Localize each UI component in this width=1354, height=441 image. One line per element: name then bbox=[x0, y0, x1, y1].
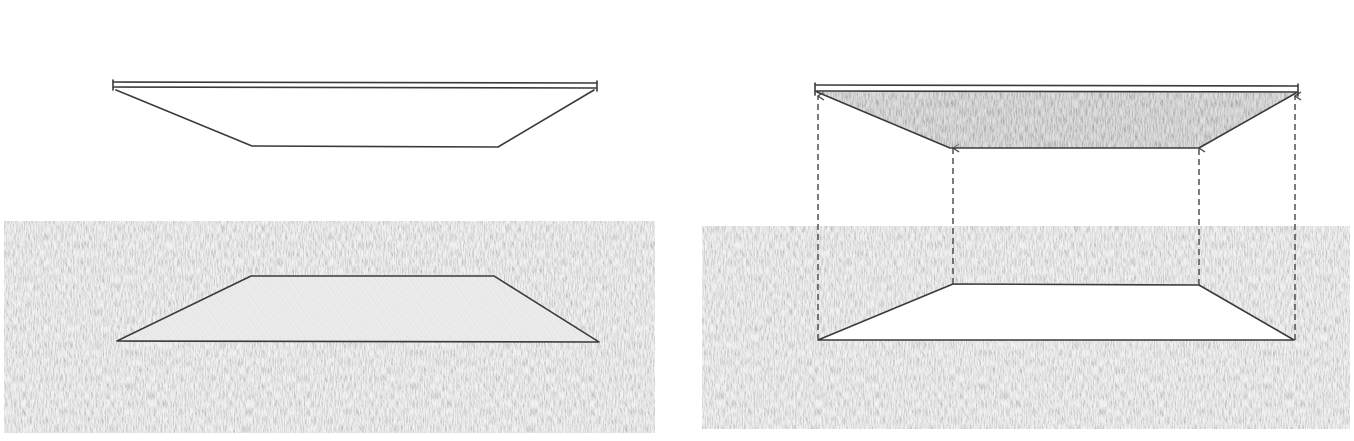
right-floating-slab bbox=[814, 82, 1299, 149]
left-floating-slab bbox=[112, 79, 598, 148]
left-ground-cutout bbox=[116, 275, 600, 343]
left-panel bbox=[4, 79, 655, 433]
projection-lines bbox=[816, 91, 1302, 340]
right-panel bbox=[702, 82, 1350, 429]
